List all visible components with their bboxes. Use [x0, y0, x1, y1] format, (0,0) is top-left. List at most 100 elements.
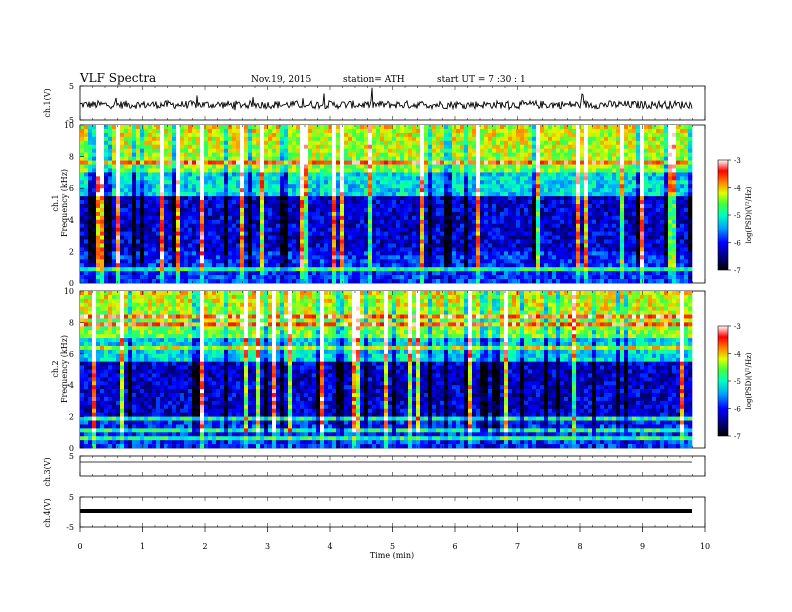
spec1-cell	[488, 156, 493, 161]
spec1-cell	[244, 223, 249, 228]
spec1-cell	[280, 168, 285, 173]
spec1-cell	[164, 219, 169, 225]
spec1-cell	[340, 144, 345, 149]
spec1-cell	[396, 172, 401, 177]
spec1-cell	[184, 136, 189, 142]
spec1-cell	[476, 140, 481, 146]
spec1-cell	[588, 164, 593, 169]
spec1-cell	[256, 239, 261, 244]
spec1-cell	[384, 200, 389, 205]
spec1-cell	[316, 196, 321, 201]
spec1-cell	[384, 136, 389, 142]
spec1-cell	[596, 164, 601, 169]
spec1-cell	[460, 192, 465, 197]
spec1-cell	[500, 128, 505, 134]
spec1-cell	[384, 243, 389, 248]
spec1-cell	[160, 184, 165, 189]
spec1-cell	[604, 152, 609, 157]
spec1-cell	[336, 235, 341, 240]
spec1-cell	[628, 160, 633, 165]
spec1-cell	[560, 223, 565, 228]
spec1-cell	[324, 243, 329, 248]
spec1-cell	[220, 207, 225, 213]
spec1-cell	[488, 164, 493, 169]
spec1-cell	[216, 132, 221, 138]
spec1-cell	[312, 160, 317, 165]
spec1-cell	[108, 204, 113, 209]
spec1-cell	[484, 204, 489, 209]
spec1-cell	[504, 188, 509, 193]
spec1-cell	[520, 243, 525, 248]
spec1-cell	[596, 172, 601, 177]
spec1-cell	[332, 128, 337, 134]
spec1-cell	[644, 235, 649, 240]
spec1-cell	[448, 148, 453, 153]
spec1-cell	[516, 243, 521, 248]
spec1-cell	[364, 219, 369, 225]
spec1-cell	[468, 152, 473, 157]
spec1-cell	[108, 211, 113, 217]
spec1-cell	[516, 231, 521, 236]
spec1-cell	[616, 188, 621, 193]
spec1-cell	[160, 231, 165, 236]
spec1-cell	[396, 152, 401, 157]
spec1-cell	[152, 207, 157, 213]
ch1-waveform-panel	[79, 87, 693, 111]
spec1-cell	[220, 219, 225, 225]
spec1-cell	[636, 247, 641, 252]
spec1-cell	[684, 243, 689, 248]
spec1-cell	[232, 136, 237, 142]
spec1-cell	[184, 152, 189, 157]
spec1-cell	[164, 243, 169, 248]
spec1-cell	[336, 144, 341, 149]
spec1-cell	[620, 160, 625, 165]
spec1-cell	[272, 231, 277, 236]
spec1-cell	[112, 251, 117, 256]
spec1-cell	[152, 160, 157, 165]
spec1-cell	[308, 125, 313, 130]
spec1-cell	[192, 128, 197, 134]
spec1-cell	[580, 136, 585, 142]
spec1-cell	[396, 251, 401, 256]
spec1-cell	[680, 148, 685, 153]
spec1-cell	[632, 204, 637, 209]
spec1-cell	[320, 239, 325, 244]
spec1-cell	[228, 247, 233, 252]
spec1-cell	[376, 164, 381, 169]
spec1-cell	[384, 219, 389, 225]
spec1-cell	[112, 148, 117, 153]
spec1-cell	[496, 176, 501, 181]
spec1-cell	[148, 156, 153, 161]
spec1-cell	[220, 156, 225, 161]
spec1-cell	[148, 219, 153, 225]
spec1-cell	[404, 156, 409, 161]
spec1-cell	[516, 180, 521, 185]
spec1-cell	[580, 207, 585, 213]
spec1-cell	[384, 196, 389, 201]
spec1-cell	[280, 251, 285, 256]
spec1-cell	[572, 239, 577, 244]
spec1-cell	[500, 136, 505, 142]
spec1-cell	[520, 140, 525, 146]
spec1-cell	[588, 247, 593, 252]
spec1-cell	[476, 223, 481, 228]
spec1-cell	[200, 132, 205, 138]
spec1-cell	[392, 180, 397, 185]
spec1-cell	[228, 168, 233, 173]
spec1-cell	[260, 196, 265, 201]
spec1-cell	[284, 132, 289, 138]
spec1-cell	[204, 172, 209, 177]
spec1-cell	[636, 243, 641, 248]
spec1-cell	[548, 188, 553, 193]
spec1-cell	[352, 200, 357, 205]
spec1-cell	[652, 156, 657, 161]
spec1-cell	[316, 180, 321, 185]
spec1-cell	[356, 231, 361, 236]
spec1-cell	[420, 125, 425, 130]
spec1-cell	[368, 128, 373, 134]
spec1-cell	[524, 196, 529, 201]
spec1-cell	[592, 184, 597, 189]
spec1-cell	[208, 211, 213, 217]
spec1-cell	[628, 152, 633, 157]
spec1-cell	[180, 188, 185, 193]
